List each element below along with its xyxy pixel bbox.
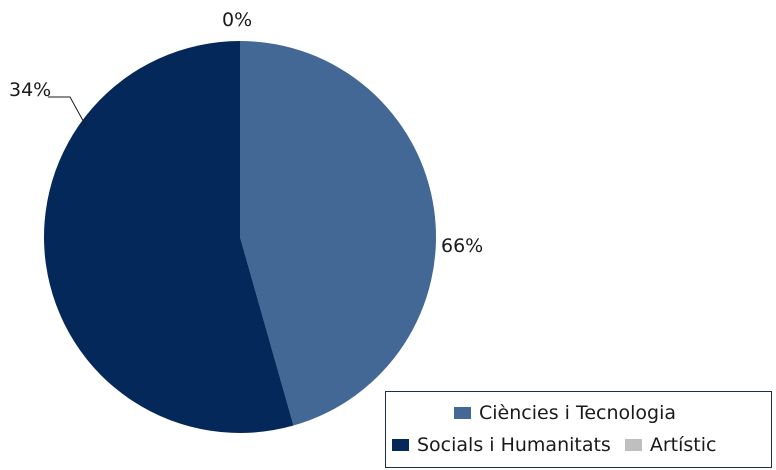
legend-swatch-socials xyxy=(392,439,409,451)
legend-row-1: Ciències i Tecnologia xyxy=(454,402,676,424)
pie-slice-0 xyxy=(240,41,436,426)
slice-label-artistic: 0% xyxy=(222,9,252,31)
legend-item-ciencies: Ciències i Tecnologia xyxy=(454,402,676,424)
legend-row-2: Socials i Humanitats Artístic xyxy=(392,434,716,456)
leader-line-socials xyxy=(48,96,87,127)
legend-label-socials: Socials i Humanitats xyxy=(417,434,611,456)
legend-swatch-ciencies xyxy=(454,407,471,419)
legend-item-artistic: Artístic xyxy=(624,434,717,456)
chart-legend: Ciències i Tecnologia Socials i Humanita… xyxy=(385,391,772,468)
legend-item-socials: Socials i Humanitats xyxy=(392,434,611,456)
legend-swatch-artistic xyxy=(624,439,642,451)
legend-label-artistic: Artístic xyxy=(649,434,717,456)
pie-slices xyxy=(43,41,436,434)
slice-label-socials: 34% xyxy=(9,79,51,101)
slice-label-ciencies: 66% xyxy=(441,235,483,257)
pie-slice-1 xyxy=(43,41,294,434)
legend-label-ciencies: Ciències i Tecnologia xyxy=(479,402,677,424)
